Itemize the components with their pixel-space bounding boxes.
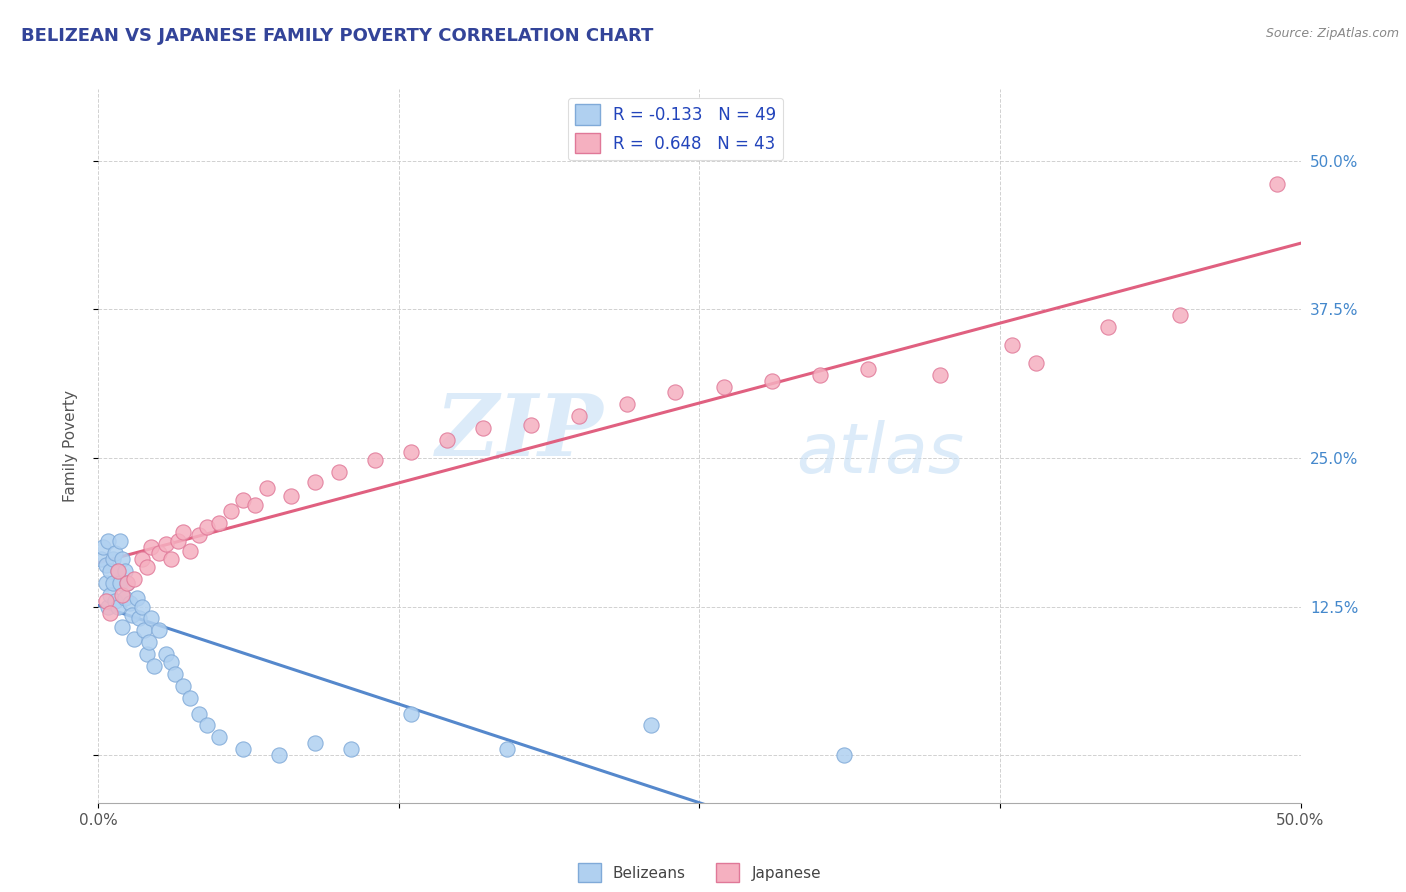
- Point: [97, 599, 120, 614]
- Point: [188, 706, 211, 721]
- Point: [267, 748, 290, 763]
- Point: [131, 552, 153, 566]
- Point: [195, 520, 218, 534]
- Point: [256, 481, 278, 495]
- Point: [148, 546, 170, 560]
- Point: [117, 575, 139, 590]
- Point: [208, 731, 231, 745]
- Point: [114, 564, 136, 578]
- Point: [520, 417, 543, 432]
- Legend: Belizeans, Japanese: Belizeans, Japanese: [572, 857, 827, 888]
- Point: [179, 543, 201, 558]
- Point: [90, 552, 112, 566]
- Point: [108, 575, 131, 590]
- Point: [138, 635, 160, 649]
- Point: [104, 593, 127, 607]
- Text: ZIP: ZIP: [436, 390, 603, 474]
- Text: BELIZEAN VS JAPANESE FAMILY POVERTY CORRELATION CHART: BELIZEAN VS JAPANESE FAMILY POVERTY CORR…: [21, 27, 654, 45]
- Point: [340, 742, 363, 756]
- Point: [568, 409, 591, 424]
- Point: [166, 534, 188, 549]
- Point: [1097, 320, 1119, 334]
- Point: [232, 492, 254, 507]
- Point: [97, 534, 120, 549]
- Point: [114, 591, 136, 606]
- Point: [91, 540, 114, 554]
- Point: [111, 552, 134, 566]
- Point: [107, 564, 129, 578]
- Point: [111, 620, 134, 634]
- Point: [117, 575, 139, 590]
- Point: [101, 575, 124, 590]
- Point: [1265, 178, 1288, 192]
- Point: [280, 489, 302, 503]
- Point: [179, 691, 201, 706]
- Point: [104, 546, 127, 560]
- Point: [124, 632, 146, 646]
- Point: [107, 599, 129, 614]
- Point: [172, 524, 194, 539]
- Point: [131, 599, 153, 614]
- Point: [640, 718, 662, 732]
- Point: [172, 679, 194, 693]
- Point: [328, 465, 350, 479]
- Point: [159, 552, 181, 566]
- Point: [159, 656, 181, 670]
- Point: [94, 558, 117, 572]
- Point: [135, 560, 157, 574]
- Point: [100, 564, 122, 578]
- Point: [141, 611, 163, 625]
- Point: [1001, 338, 1024, 352]
- Point: [101, 552, 124, 566]
- Point: [713, 379, 735, 393]
- Point: [108, 534, 131, 549]
- Point: [616, 397, 638, 411]
- Point: [128, 611, 150, 625]
- Point: [165, 667, 187, 681]
- Point: [664, 385, 686, 400]
- Point: [94, 593, 117, 607]
- Point: [1170, 308, 1192, 322]
- Point: [111, 588, 134, 602]
- Point: [472, 421, 495, 435]
- Point: [808, 368, 831, 382]
- Point: [121, 607, 143, 622]
- Point: [188, 528, 211, 542]
- Point: [856, 361, 879, 376]
- Point: [148, 624, 170, 638]
- Point: [132, 624, 155, 638]
- Y-axis label: Family Poverty: Family Poverty: [63, 390, 77, 502]
- Point: [304, 475, 326, 489]
- Point: [1025, 356, 1047, 370]
- Point: [142, 659, 165, 673]
- Point: [118, 596, 141, 610]
- Point: [94, 575, 117, 590]
- Point: [141, 540, 163, 554]
- Point: [496, 742, 519, 756]
- Point: [124, 572, 146, 586]
- Point: [100, 606, 122, 620]
- Point: [364, 453, 387, 467]
- Point: [436, 433, 458, 447]
- Point: [135, 647, 157, 661]
- Point: [399, 706, 422, 721]
- Point: [761, 374, 783, 388]
- Point: [107, 564, 129, 578]
- Point: [232, 742, 254, 756]
- Point: [100, 588, 122, 602]
- Point: [125, 591, 148, 606]
- Point: [243, 499, 266, 513]
- Point: [208, 516, 231, 531]
- Point: [219, 504, 242, 518]
- Point: [928, 368, 950, 382]
- Point: [195, 718, 218, 732]
- Point: [399, 445, 422, 459]
- Point: [832, 748, 855, 763]
- Point: [304, 736, 326, 750]
- Point: [155, 647, 177, 661]
- Point: [155, 536, 177, 550]
- Text: atlas: atlas: [796, 419, 963, 487]
- Text: Source: ZipAtlas.com: Source: ZipAtlas.com: [1265, 27, 1399, 40]
